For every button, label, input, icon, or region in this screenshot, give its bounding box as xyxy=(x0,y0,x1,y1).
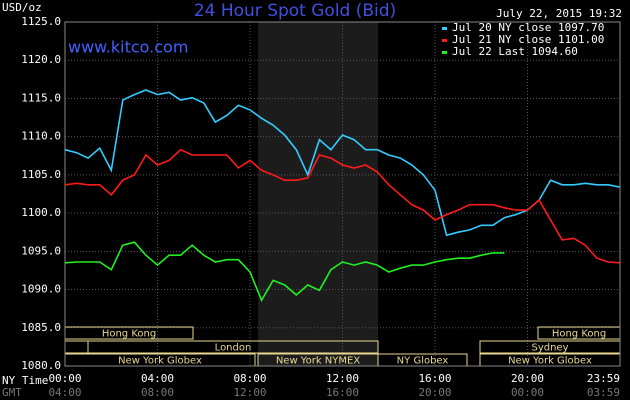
y-tick-label: 1085.0 xyxy=(21,321,61,334)
x-tick-label: 04:00 xyxy=(141,372,174,385)
y-tick-label: 1110.0 xyxy=(21,130,61,143)
y-tick-label: 1080.0 xyxy=(21,359,61,372)
y-tick-label: 1125.0 xyxy=(21,15,61,28)
legend-swatch xyxy=(442,27,447,30)
session-label: New York Globex xyxy=(118,356,202,367)
y-tick-label: 1105.0 xyxy=(21,168,61,181)
session-label: Hong Kong xyxy=(102,329,156,340)
x-tick-label: 08:00 xyxy=(233,372,266,385)
x-tick-label: 00:00 xyxy=(48,372,81,385)
timestamp: July 22, 2015 19:32 xyxy=(496,7,622,20)
gmt-tick-label: 04:00 xyxy=(48,386,81,399)
session-shade xyxy=(258,22,378,366)
session-box xyxy=(64,340,89,354)
site-label: www.kitco.com xyxy=(68,38,188,57)
y-tick-label: 1115.0 xyxy=(21,91,61,104)
chart-title: 24 Hour Spot Gold (Bid) xyxy=(194,1,396,21)
gmt-tick-label: 16:00 xyxy=(326,386,359,399)
y-tick-label: 1090.0 xyxy=(21,283,61,296)
x-tick-label: 20:00 xyxy=(511,372,544,385)
x-tick-label: 12:00 xyxy=(326,372,359,385)
session-box xyxy=(87,340,379,354)
x-axis-label: NY Time xyxy=(2,374,48,387)
legend-label: Jul 20 NY close 1097.70 xyxy=(452,21,604,34)
gmt-tick-label: 20:00 xyxy=(418,386,451,399)
session-label: New York NYMEX xyxy=(276,356,361,367)
legend-swatch xyxy=(442,51,447,54)
session-label: New York Globex xyxy=(508,356,592,367)
series-line xyxy=(64,241,505,303)
legend-label: Jul 21 NY close 1101.00 xyxy=(452,33,604,46)
x2-axis-label: GMT xyxy=(2,386,22,399)
series-line xyxy=(64,148,620,264)
x-tick-label: 23:59 xyxy=(587,372,620,385)
y-axis-label: USD/oz xyxy=(2,1,42,14)
gmt-tick-label: 12:00 xyxy=(233,386,266,399)
x-tick-label: 16:00 xyxy=(418,372,451,385)
session-label: Sydney xyxy=(531,343,568,354)
legend-swatch xyxy=(442,39,447,42)
plot-border xyxy=(64,21,621,367)
y-tick-label: 1100.0 xyxy=(21,206,61,219)
gmt-tick-label: 03:59 xyxy=(587,386,620,399)
gmt-tick-label: 08:00 xyxy=(141,386,174,399)
legend-label: Jul 22 Last 1094.60 xyxy=(452,45,578,58)
session-label: NY Globex xyxy=(397,356,449,367)
y-tick-label: 1120.0 xyxy=(21,53,61,66)
gmt-tick-label: 00:00 xyxy=(511,386,544,399)
y-tick-label: 1095.0 xyxy=(21,244,61,257)
session-label: Hong Kong xyxy=(552,329,606,340)
session-label: London xyxy=(215,343,252,354)
